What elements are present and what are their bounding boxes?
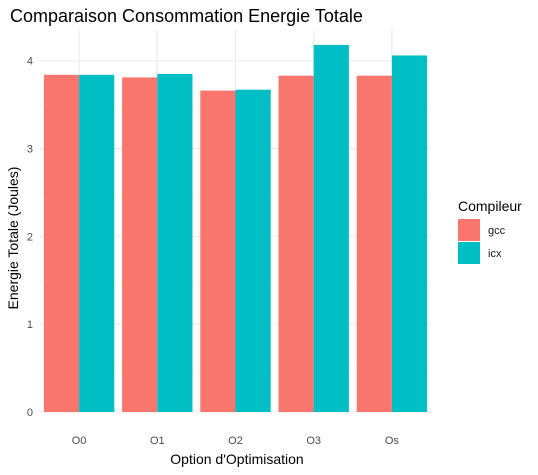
bar-icx-O0	[79, 74, 115, 413]
legend-title: Compileur	[458, 198, 522, 214]
chart-title: Comparaison Consommation Energie Totale	[10, 6, 363, 26]
legend: Compileur gcc icx	[458, 198, 522, 264]
x-tick-label: O1	[150, 435, 165, 447]
bar-icx-Os	[391, 55, 428, 412]
y-axis-ticks: 0 1 2 3 4	[27, 56, 33, 419]
x-axis-title: Option d'Optimisation	[170, 451, 303, 467]
x-tick-label: Os	[385, 435, 400, 447]
y-tick-label: 4	[27, 56, 33, 68]
legend-key-gcc	[458, 219, 480, 241]
legend-label-gcc: gcc	[488, 225, 506, 237]
y-tick-label: 1	[27, 319, 33, 331]
bar-gcc-O3	[278, 75, 314, 412]
bar-gcc-Os	[356, 75, 392, 412]
y-tick-label: 3	[27, 144, 33, 156]
x-tick-label: O0	[72, 435, 87, 447]
bar-gcc-O0	[43, 74, 80, 413]
x-tick-label: O2	[228, 435, 243, 447]
x-tick-label: O3	[306, 435, 321, 447]
bar-icx-O2	[235, 89, 271, 413]
bar-gcc-O2	[200, 90, 236, 412]
legend-label-icx: icx	[488, 248, 502, 260]
bars	[43, 44, 428, 413]
y-axis-title: Energie Totale (Joules)	[5, 167, 21, 310]
legend-items: gcc icx	[458, 219, 506, 264]
bar-gcc-O1	[122, 77, 158, 413]
x-axis-ticks: O0 O1 O2 O3 Os	[72, 435, 400, 447]
plot-area	[40, 30, 431, 413]
y-tick-label: 0	[27, 407, 33, 419]
bar-icx-O1	[157, 73, 193, 412]
legend-key-icx	[458, 242, 480, 264]
bar-icx-O3	[313, 44, 349, 412]
y-tick-label: 2	[27, 231, 33, 243]
